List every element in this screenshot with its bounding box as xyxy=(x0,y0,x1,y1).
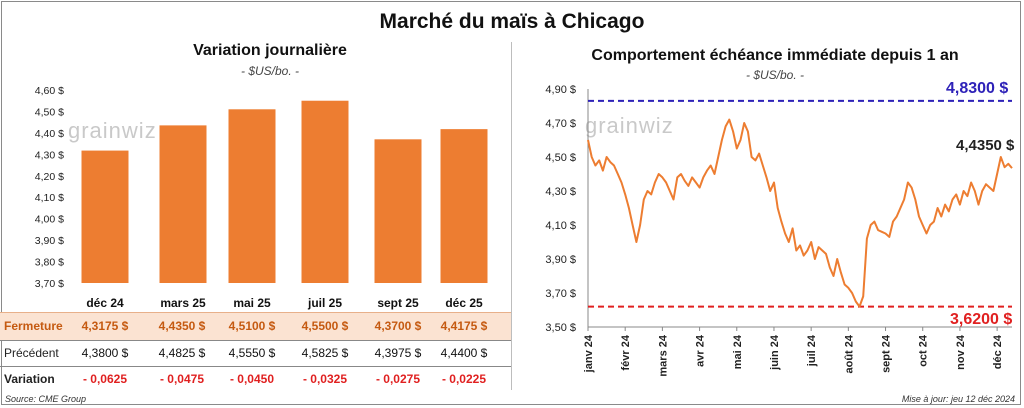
fermeture-cell: 4,3700 $ xyxy=(374,319,422,333)
fermeture-label: Fermeture xyxy=(4,319,63,333)
y-tick-label: 3,80 $ xyxy=(35,257,64,269)
y-tick-label: 3,90 $ xyxy=(35,235,64,247)
y-tick-label: 3,90 $ xyxy=(545,254,576,266)
x-category-label: juil 25 xyxy=(307,296,342,310)
x-category-label: déc 25 xyxy=(445,296,483,310)
update-note: Mise à jour: jeu 12 déc 2024 xyxy=(901,394,1015,404)
y-tick-label: 4,90 $ xyxy=(545,84,576,96)
y-tick-label: 4,10 $ xyxy=(35,192,64,204)
bar xyxy=(228,109,276,283)
precedent-cell: 4,5550 $ xyxy=(228,346,276,360)
y-tick-label: 4,30 $ xyxy=(35,149,64,161)
bar xyxy=(374,139,422,283)
fermeture-cell: 4,4350 $ xyxy=(158,319,206,333)
precedent-cell: 4,3975 $ xyxy=(374,346,422,360)
price-series-line xyxy=(587,118,1013,308)
variation-cell: - 0,0325 xyxy=(302,372,348,386)
page-title: Marché du maïs à Chicago xyxy=(379,10,645,33)
low-ref-label: 3,6200 $ xyxy=(950,311,1013,328)
precedent-cell: 4,3800 $ xyxy=(81,346,129,360)
x-month-label: nov 24 xyxy=(955,334,967,370)
source-note: Source: CME Group xyxy=(5,394,87,404)
x-month-label: juin 24 xyxy=(769,334,781,371)
y-tick-label: 3,70 $ xyxy=(35,278,64,290)
x-month-label: juil 24 xyxy=(806,334,818,367)
x-category-label: mai 25 xyxy=(233,296,271,310)
fermeture-cell: 4,4175 $ xyxy=(440,319,488,333)
y-tick-label: 4,30 $ xyxy=(545,186,576,198)
fermeture-cell: 4,5500 $ xyxy=(301,319,349,333)
bar-chart: 3,70 $ 3,80 $ 3,90 $ 4,00 $ 4,10 $ 4,20 $ 4,30… xyxy=(35,85,488,310)
precedent-cell: 4,4400 $ xyxy=(440,346,488,360)
x-month-label: mai 24 xyxy=(732,334,744,369)
fermeture-cell: 4,3175 $ xyxy=(81,319,129,333)
line-chart: 3,50 $ 3,70 $ 3,90 $ 4,10 $ 4,30 $ 4,50 $ 4,70… xyxy=(545,84,1013,377)
x-category-label: déc 24 xyxy=(86,296,124,310)
right-chart-title: Comportement échéance immédiate depuis 1… xyxy=(591,47,959,64)
high-ref-label: 4,8300 $ xyxy=(946,80,1009,97)
y-tick-label: 4,20 $ xyxy=(35,171,64,183)
precedent-cell: 4,5825 $ xyxy=(301,346,349,360)
bar xyxy=(159,125,207,283)
precedent-label: Précédent xyxy=(4,346,59,360)
right-chart-unit: - $US/bo. - xyxy=(745,68,805,82)
left-chart-title: Variation journalière xyxy=(193,42,347,59)
panel-divider xyxy=(511,42,512,390)
y-tick-label: 4,40 $ xyxy=(35,128,64,140)
fermeture-row-bg xyxy=(0,312,511,341)
variation-cell: - 0,0275 xyxy=(375,372,421,386)
y-tick-label: 4,10 $ xyxy=(545,220,576,232)
y-tick-label: 3,70 $ xyxy=(545,288,576,300)
precedent-cell: 4,4825 $ xyxy=(158,346,206,360)
table-divider-2 xyxy=(0,366,511,367)
y-tick-label: 4,50 $ xyxy=(545,152,576,164)
variation-cell: - 0,0225 xyxy=(441,372,487,386)
table-divider-1 xyxy=(0,340,511,341)
y-tick-label: 3,50 $ xyxy=(545,322,576,334)
right-watermark: grainwiz xyxy=(585,113,674,138)
x-month-label: août 24 xyxy=(843,334,855,373)
x-month-label: févr 24 xyxy=(620,334,632,370)
left-chart-unit: - $US/bo. - xyxy=(240,64,300,78)
variation-label: Variation xyxy=(4,372,55,386)
y-tick-label: 4,50 $ xyxy=(35,106,64,118)
y-tick-label: 4,60 $ xyxy=(35,85,64,97)
x-month-label: avr 24 xyxy=(695,334,707,367)
variation-cell: - 0,0625 xyxy=(82,372,128,386)
bar xyxy=(81,150,129,283)
x-category-label: mars 25 xyxy=(160,296,206,310)
x-month-label: janv 24 xyxy=(583,334,595,373)
y-tick-label: 4,00 $ xyxy=(35,214,64,226)
variation-cell: - 0,0450 xyxy=(229,372,275,386)
bar xyxy=(440,129,488,283)
x-month-label: mars 24 xyxy=(657,334,669,376)
x-month-label: oct 24 xyxy=(918,334,930,367)
variation-cell: - 0,0475 xyxy=(159,372,205,386)
x-category-label: sept 25 xyxy=(377,296,419,310)
y-tick-label: 4,70 $ xyxy=(545,118,576,130)
bar xyxy=(301,100,349,283)
fermeture-cell: 4,5100 $ xyxy=(228,319,276,333)
last-price-label: 4,4350 $ xyxy=(956,137,1015,154)
x-month-label: déc 24 xyxy=(992,334,1004,369)
left-watermark: grainwiz xyxy=(68,118,157,143)
x-month-label: sept 24 xyxy=(881,334,893,373)
